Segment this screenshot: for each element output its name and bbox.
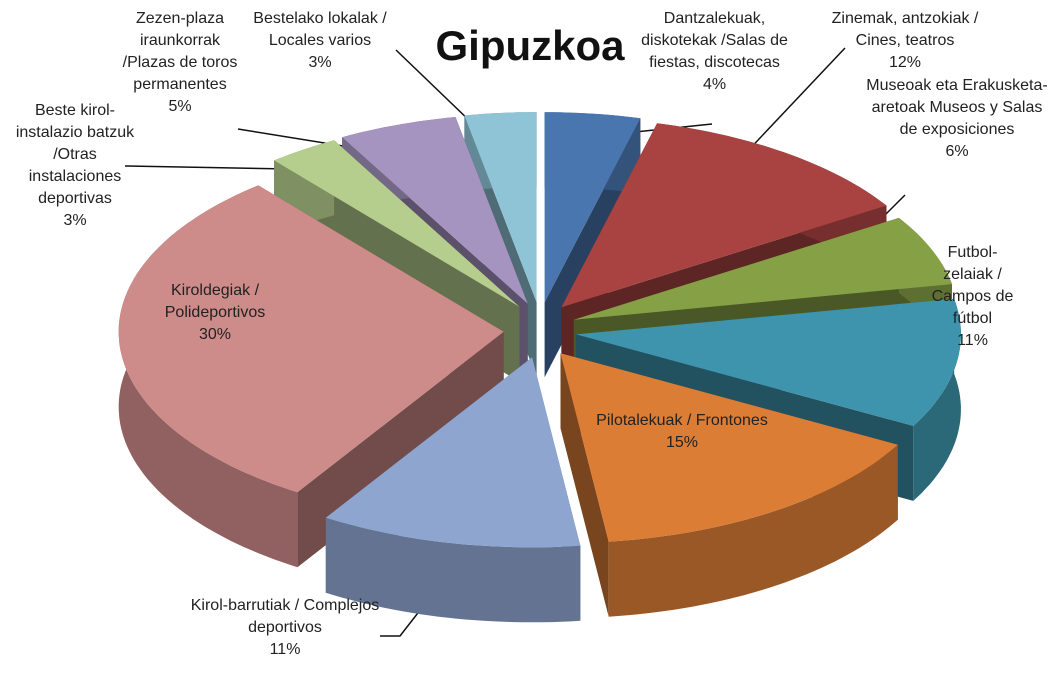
slice-label: Kiroldegiak / Polideportivos 30% xyxy=(140,280,290,346)
slice-wall xyxy=(325,517,581,623)
slice xyxy=(544,112,641,303)
slice xyxy=(576,298,961,426)
category-label: Zezen-plaza iraunkorrak /Plazas de toros… xyxy=(122,10,238,93)
chart-title: Gipuzkoa xyxy=(435,22,625,69)
value-label: 30% xyxy=(198,326,232,343)
slice-label: Futbol-zelaiak / Campos de fútbol 11% xyxy=(925,242,1020,352)
value-label: 12% xyxy=(888,54,922,71)
slice-label: Kirol-barrutiak / Complejos deportivos 11… xyxy=(180,595,390,661)
value-label: 5% xyxy=(168,98,192,115)
category-label: Kiroldegiak / Polideportivos xyxy=(164,282,266,321)
category-label: Dantzalekuak, diskotekak /Salas de fiest… xyxy=(641,10,788,71)
slice-label: Bestelako lokalak / Locales varios 3% xyxy=(235,8,405,74)
value-label: 3% xyxy=(63,212,87,229)
category-label: Bestelako lokalak / Locales varios xyxy=(253,10,387,49)
slice xyxy=(118,185,504,493)
value-label: 6% xyxy=(945,143,969,160)
slice xyxy=(464,112,537,303)
category-label: Beste kirol-instalazio batzuk /Otras ins… xyxy=(15,102,135,207)
slice-label: Beste kirol-instalazio batzuk /Otras ins… xyxy=(5,100,145,232)
slice xyxy=(342,117,528,304)
value-label: 11% xyxy=(269,641,301,658)
value-label: 11% xyxy=(957,332,988,349)
category-label: Kirol-barrutiak / Complejos deportivos xyxy=(190,597,380,636)
category-label: Pilotalekuak / Frontones xyxy=(596,412,768,429)
category-label: Zinemak, antzokiak / Cines, teatros xyxy=(831,10,979,49)
slice xyxy=(274,140,520,307)
category-label: Futbol-zelaiak / Campos de fútbol xyxy=(931,244,1014,327)
slice-side xyxy=(560,353,609,617)
slice-wall xyxy=(608,444,898,617)
value-label: 3% xyxy=(308,54,332,71)
slice-label: Zinemak, antzokiak / Cines, teatros 12% xyxy=(830,8,980,74)
category-label: Museoak eta Erakusketa-aretoak Museos y … xyxy=(866,77,1048,138)
slice-wall xyxy=(913,298,961,501)
slice xyxy=(325,357,581,548)
slice xyxy=(561,123,887,308)
value-label: 15% xyxy=(665,434,699,451)
slice-label: Zezen-plaza iraunkorrak /Plazas de toros… xyxy=(115,8,245,118)
slice xyxy=(573,217,952,320)
value-label: 4% xyxy=(702,76,727,93)
slice-label: Dantzalekuak, diskotekak /Salas de fiest… xyxy=(632,8,797,96)
slice xyxy=(560,353,898,542)
slice-label: Museoak eta Erakusketa-aretoak Museos y … xyxy=(862,75,1052,163)
slice-label: Pilotalekuak / Frontones 15% xyxy=(592,410,772,454)
